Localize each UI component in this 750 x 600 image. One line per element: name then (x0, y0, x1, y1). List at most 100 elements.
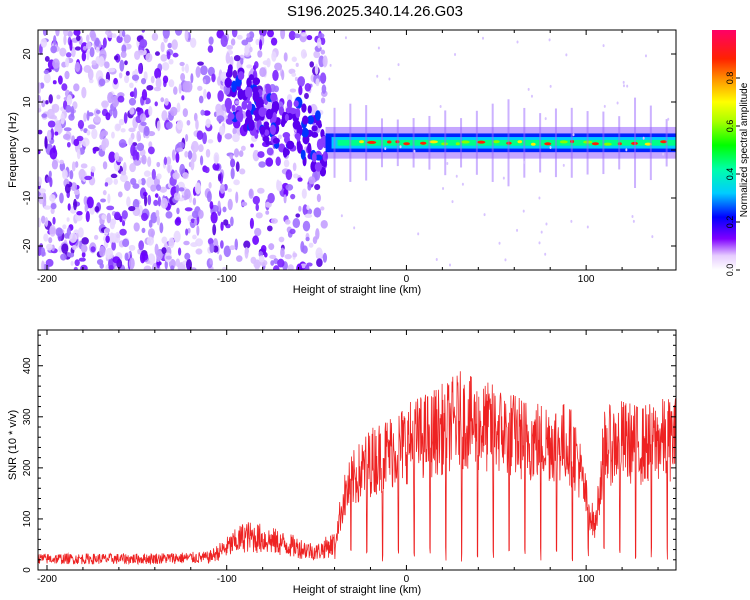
noise-speckle (62, 133, 71, 140)
noise-speckle (130, 144, 136, 157)
noise-speckle (206, 190, 212, 203)
noise-speckle (154, 193, 159, 198)
noise-speckle (195, 119, 199, 130)
noise-speckle (98, 78, 106, 87)
noise-speckle (278, 236, 285, 243)
noise-speckle (109, 220, 116, 230)
noise-speckle (86, 49, 90, 61)
transition-speckle (289, 108, 297, 115)
noise-speckle (64, 232, 70, 239)
noise-speckle (184, 207, 193, 212)
transition-speckle (311, 131, 319, 138)
noise-speckle (78, 168, 86, 181)
noise-speckle (50, 203, 57, 210)
signal-streak (475, 110, 478, 175)
noise-speckle (168, 79, 175, 88)
noise-speckle (235, 100, 240, 105)
noise-speckle (124, 252, 129, 261)
noise-speckle (284, 219, 291, 225)
noise-speckle (252, 149, 260, 162)
noise-speckle (84, 203, 88, 213)
noise-speckle (114, 152, 120, 161)
noise-speckle (249, 217, 254, 230)
noise-speckle (123, 75, 130, 84)
noise-speckle (142, 191, 148, 197)
noise-speckle (181, 95, 185, 101)
transition-speckle (225, 71, 232, 78)
noise-speckle (119, 174, 128, 183)
noise-speckle (141, 30, 146, 33)
transition-speckle (272, 137, 280, 144)
noise-speckle (257, 50, 263, 58)
transition-speckle (297, 143, 303, 154)
noise-speckle (121, 220, 126, 227)
noise-speckle (128, 127, 136, 133)
noise-speckle (50, 45, 57, 54)
noise-speckle (147, 146, 155, 155)
noise-speckle (208, 181, 212, 189)
noise-speckle (49, 177, 53, 188)
noise-speckle (316, 258, 323, 268)
noise-speckle (295, 62, 299, 67)
transition-speckle (248, 119, 255, 131)
noise-speckle (140, 121, 147, 126)
noise-speckle (315, 228, 320, 240)
noise-speckle (316, 193, 321, 203)
noise-speckle (257, 187, 265, 194)
noise-speckle (119, 30, 123, 38)
transition-speckle (246, 77, 252, 88)
noise-speckle (230, 167, 235, 180)
noise-speckle (73, 83, 80, 92)
noise-speckle (220, 240, 224, 249)
sparse-speckle (544, 117, 547, 121)
noise-speckle (240, 145, 246, 151)
noise-speckle (120, 170, 127, 176)
noise-speckle (154, 68, 162, 80)
sparse-speckle (435, 257, 438, 261)
noise-speckle (288, 30, 296, 41)
noise-speckle (177, 247, 182, 256)
noise-speckle (108, 264, 114, 270)
noise-speckle (190, 158, 195, 171)
noise-speckle (272, 69, 279, 82)
noise-speckle (227, 188, 232, 193)
noise-speckle (43, 205, 52, 210)
noise-speckle (162, 75, 169, 84)
transition-speckle (271, 100, 280, 113)
noise-speckle (63, 30, 69, 37)
noise-speckle (205, 148, 211, 158)
noise-speckle (271, 51, 277, 62)
noise-speckle (246, 64, 253, 69)
transition-speckle (224, 97, 232, 110)
noise-speckle (209, 243, 215, 254)
sparse-speckle (562, 163, 565, 167)
noise-speckle (190, 73, 194, 84)
noise-speckle (160, 54, 168, 62)
noise-speckle (199, 65, 208, 76)
noise-speckle (240, 57, 244, 65)
noise-speckle (204, 166, 210, 174)
noise-speckle (41, 99, 46, 108)
noise-speckle (199, 155, 204, 166)
transition-speckle (301, 127, 309, 138)
noise-speckle (168, 237, 175, 249)
noise-speckle (156, 261, 162, 266)
sparse-speckle (388, 77, 391, 81)
noise-speckle (129, 107, 135, 115)
noise-speckle (60, 253, 67, 261)
noise-speckle (178, 187, 185, 192)
signal-streak (539, 113, 542, 173)
sparse-speckle (530, 94, 533, 98)
sparse-speckle (572, 133, 575, 137)
noise-speckle (57, 75, 63, 85)
transition-speckle (302, 115, 309, 125)
sparse-speckle (399, 145, 402, 149)
noise-speckle (175, 184, 180, 194)
noise-speckle (192, 234, 197, 240)
noise-speckle (86, 129, 91, 136)
noise-speckle (302, 220, 311, 232)
noise-speckle (71, 161, 76, 172)
snr-panel: -200 -100 0 100 0 100 200 300 400 Height of stra… (7, 329, 677, 596)
noise-speckle (114, 231, 121, 244)
sparse-speckle (498, 241, 501, 245)
